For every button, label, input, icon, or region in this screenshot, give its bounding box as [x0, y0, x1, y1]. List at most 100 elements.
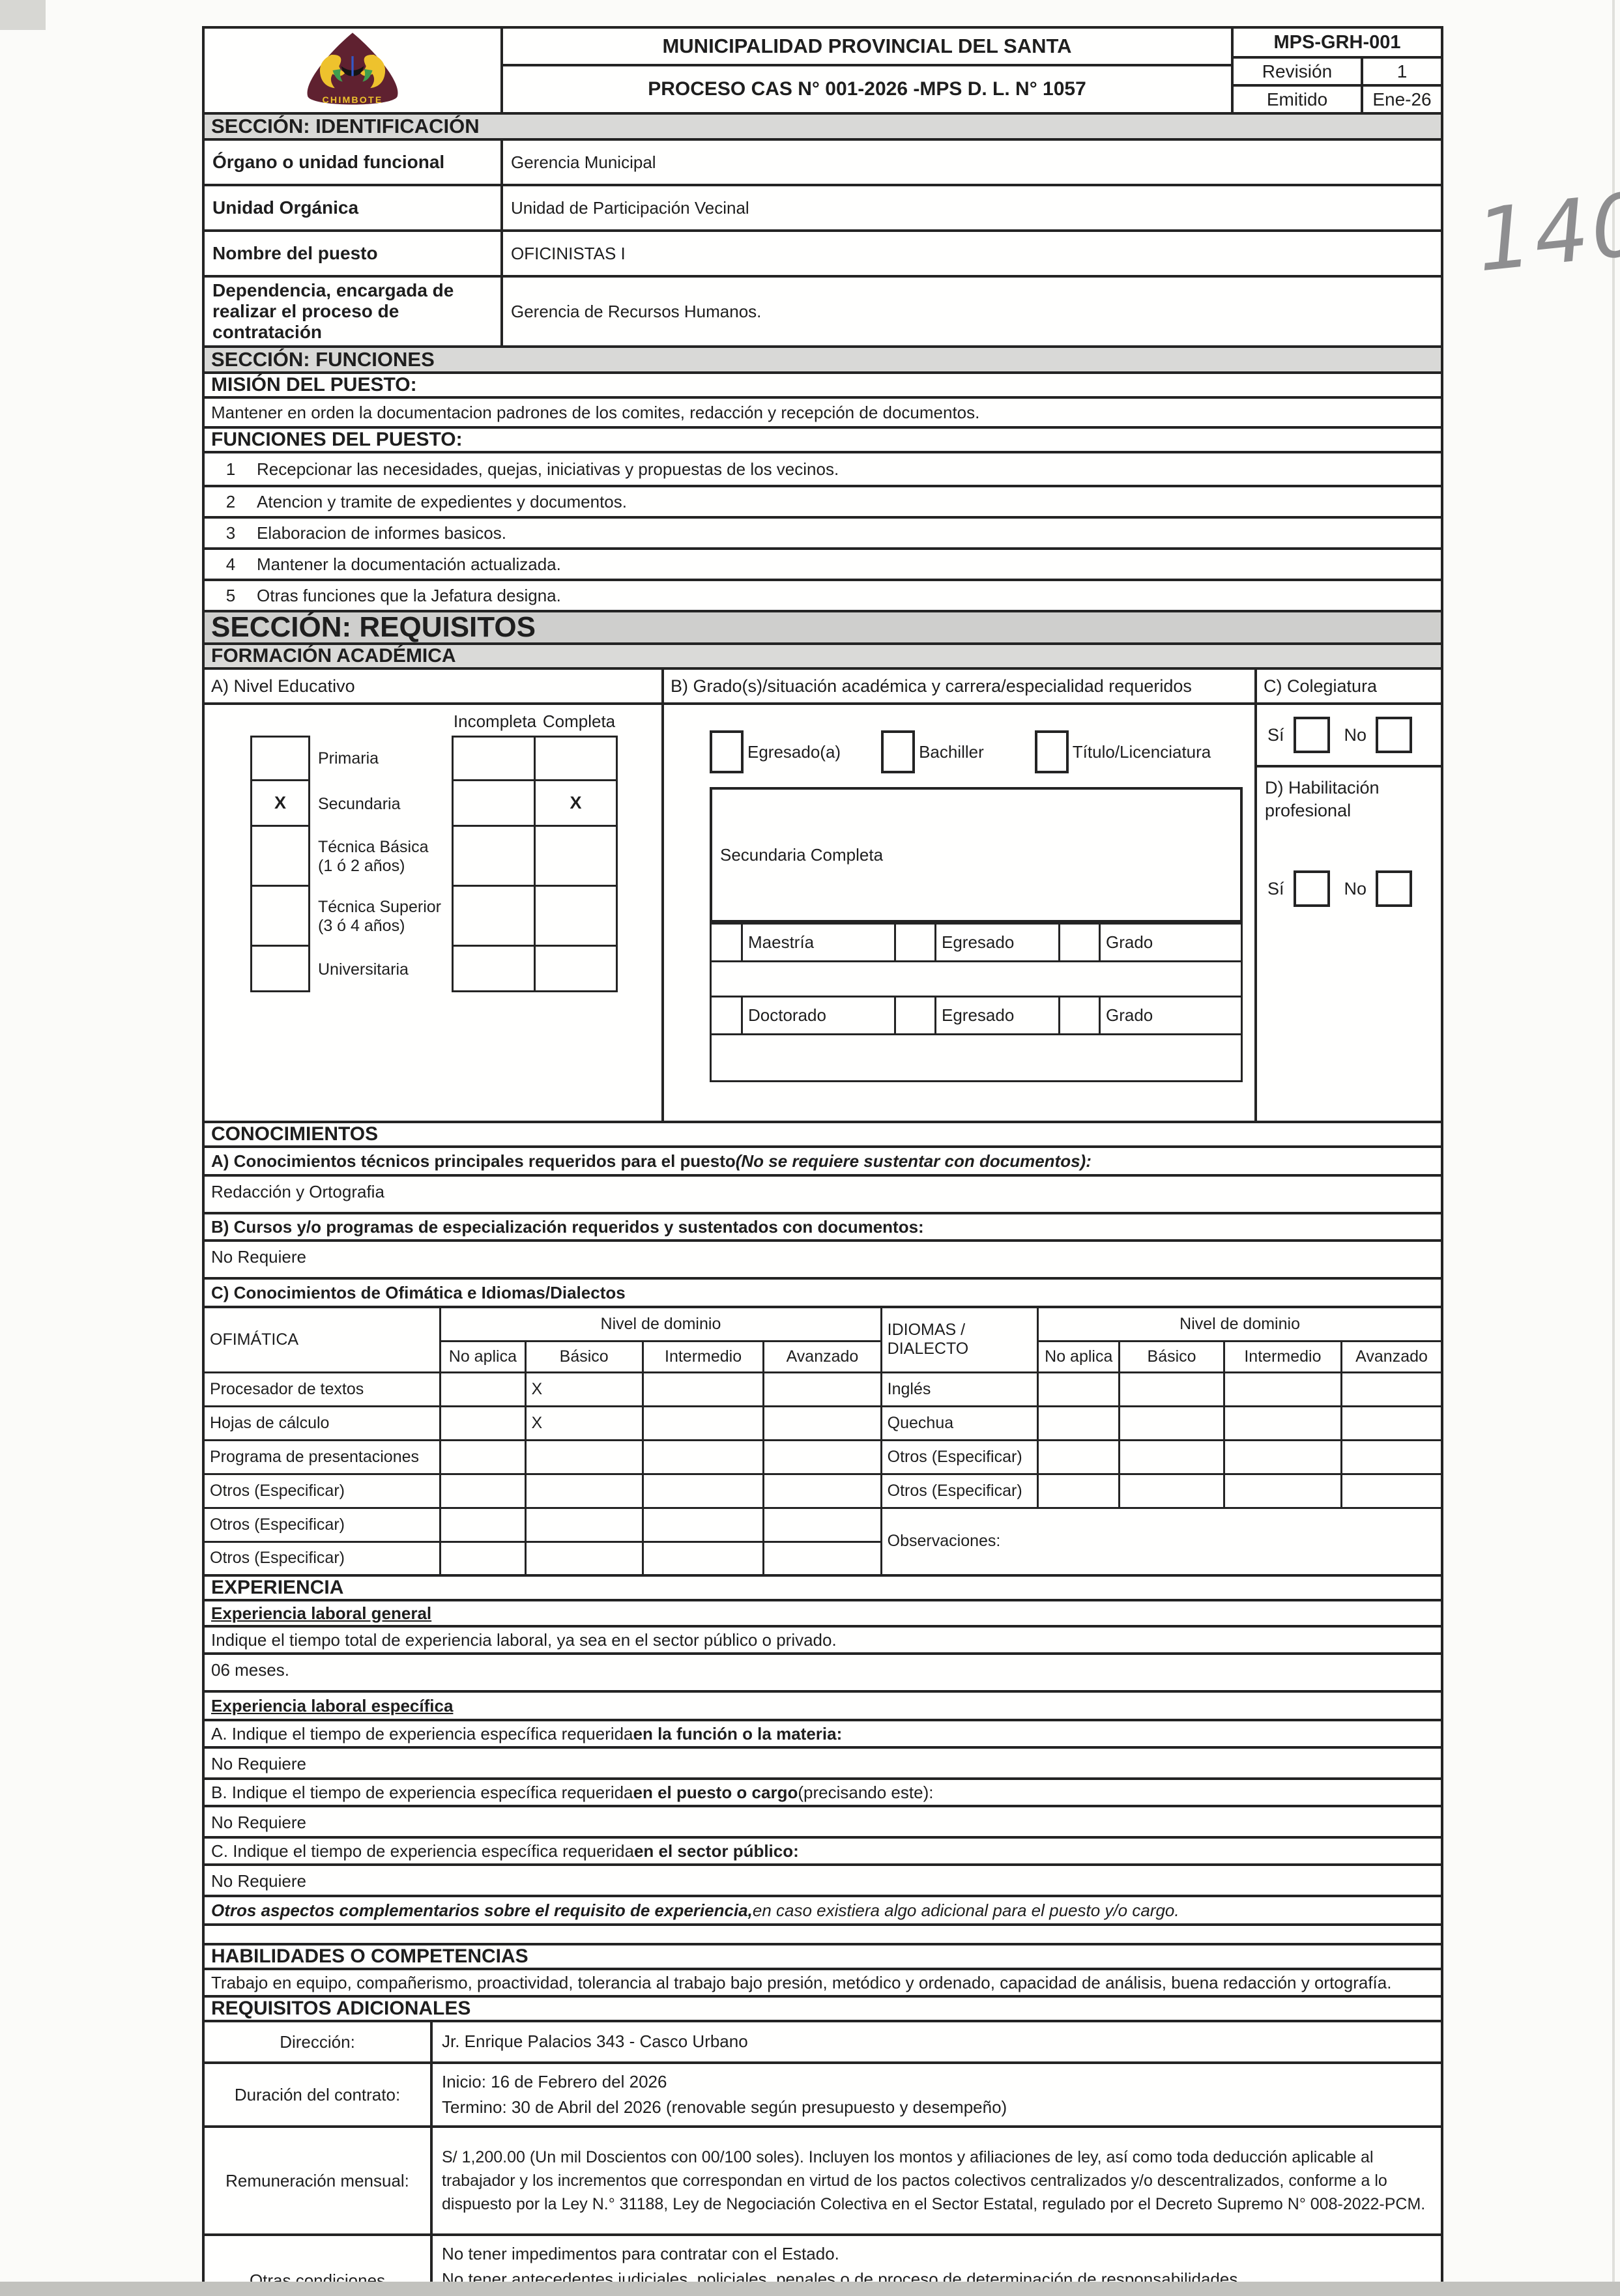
nivel-label: Secundaria [318, 794, 401, 813]
checkbox-habilitacion-si [1293, 870, 1330, 908]
maestria-label: Maestría [741, 923, 896, 962]
egresado-label: Egresado [934, 923, 1060, 962]
tool-label: Otros (Especificar) [202, 1472, 442, 1509]
conocimientos-title: CONOCIMIENTOS [202, 1121, 1443, 1148]
blank-row [202, 1923, 1443, 1945]
nivel-checkbox-column: X [250, 736, 310, 992]
mark-cell [1118, 1472, 1225, 1509]
experiencia-title: EXPERIENCIA [202, 1574, 1443, 1601]
habilidades-text: Trabajo en equipo, compañerismo, proacti… [202, 1968, 1443, 1998]
carrera-detalle-text: Secundaria Completa [720, 844, 884, 865]
level-header: Intermedio [641, 1340, 765, 1373]
cell-completa [534, 827, 618, 887]
habilitacion-options: Sí No [1257, 870, 1441, 908]
col-incompleta: Incompleta [453, 711, 537, 731]
table-row: Unidad Orgánica Unidad de Participación … [202, 184, 1443, 232]
checkbox-maestria [710, 923, 743, 962]
option-label: Bachiller [919, 741, 984, 762]
table-row: Otros (Especificar) Otros (Especificar) [202, 1472, 1443, 1509]
mision-text: Mantener en orden la documentacion padro… [202, 396, 1443, 429]
mark-cell [1118, 1405, 1225, 1441]
requisitos-adicionales-table: Dirección: Jr. Enrique Palacios 343 - Ca… [202, 2020, 1443, 2296]
table-row: Procesador de textos X Inglés [202, 1371, 1443, 1407]
ofimatica-idiomas-table: OFIMÁTICA Nivel de dominio IDIOMAS / DIA… [202, 1306, 1443, 1577]
field-label: Duración del contrato: [202, 2061, 433, 2129]
mark-cell [1037, 1405, 1121, 1441]
blank-row [710, 960, 1243, 997]
revision-row: Revisión 1 [1234, 59, 1441, 87]
grid-row: X [452, 781, 620, 827]
table-row: Hojas de cálculo X Quechua [202, 1405, 1443, 1441]
incompleta-completa-grid: X [452, 736, 620, 992]
field-value: Unidad de Participación Vecinal [500, 184, 1443, 232]
level-header: Básico [524, 1340, 644, 1373]
checkbox-tecnica-basica [250, 827, 310, 887]
prompt-bold: en la función o la materia: [633, 1723, 843, 1744]
mark-cell [641, 1405, 765, 1441]
mark-cell [439, 1506, 527, 1543]
option-egresado: Egresado(a) [710, 730, 841, 773]
idioma-label: Inglés [880, 1371, 1039, 1407]
nivel-label: Técnica Superior (3 ó 4 años) [318, 898, 441, 935]
mark-cell [1340, 1405, 1443, 1441]
checkbox-doctorado-egresado [894, 996, 936, 1035]
mark-cell [641, 1472, 765, 1509]
mark-cell [1222, 1405, 1343, 1441]
item-number: 3 [225, 523, 236, 543]
nivel-label: Primaria [318, 749, 379, 768]
mark-cell [1340, 1472, 1443, 1509]
table-row: Programa de presentaciones Otros (Especi… [202, 1439, 1443, 1475]
mark-cell: X [524, 1371, 644, 1407]
carrera-detalle-box: Secundaria Completa [710, 787, 1243, 923]
option-label: Egresado(a) [747, 741, 841, 762]
logo-text: CHIMBOTE [323, 95, 383, 106]
colegiatura-header: C) Colegiatura [1257, 670, 1441, 705]
cell-incompleta [452, 947, 536, 992]
checkbox-bachiller [881, 730, 916, 773]
cell-incompleta [452, 781, 536, 827]
prompt-bold-italic: Otros aspectos complementarios sobre el … [211, 1900, 753, 1920]
header-row: OFIMÁTICA Nivel de dominio IDIOMAS / DIA… [202, 1306, 1443, 1373]
checkbox-maestria-egresado [894, 923, 936, 962]
prompt-text: (precisando este): [798, 1782, 934, 1802]
cell-incompleta [452, 887, 536, 947]
process-title: PROCESO CAS N° 001-2026 -MPS D. L. N° 10… [648, 78, 1086, 100]
section-funciones-title: SECCIÓN: FUNCIONES [202, 345, 1443, 374]
item-number: 1 [225, 459, 236, 479]
funciones-list: 1 Recepcionar las necesidades, quejas, i… [202, 451, 1443, 612]
tool-label: Otros (Especificar) [202, 1506, 442, 1543]
scan-edge-artifact [1612, 0, 1615, 2296]
checkbox-primaria [250, 736, 310, 781]
grid-row [452, 827, 620, 887]
mark-cell [1222, 1439, 1343, 1475]
option-titulo: Título/Licenciatura [1034, 730, 1211, 773]
cell-incompleta [452, 736, 536, 781]
revision-value: 1 [1361, 59, 1441, 84]
list-item: 2 Atencion y tramite de expedientes y do… [205, 485, 1441, 516]
mark-cell [762, 1439, 882, 1475]
field-label: Dirección: [202, 2020, 433, 2064]
conocimientos-b-value: No Requiere [202, 1239, 1443, 1280]
level-header: Básico [1118, 1340, 1225, 1373]
nivel-dominio-header: Nivel de dominio [439, 1306, 882, 1342]
checkbox-universitaria [250, 947, 310, 992]
requisitos-adicionales-title: REQUISITOS ADICIONALES [202, 1995, 1443, 2022]
mark-cell [439, 1371, 527, 1407]
form-header: CHIMBOTE MUNICIPALIDAD PROVINCIAL DEL SA… [202, 26, 1443, 115]
doc-code: MPS-GRH-001 [1234, 29, 1441, 59]
checkbox-secundaria: X [250, 781, 310, 827]
table-row: Órgano o unidad funcional Gerencia Munic… [202, 138, 1443, 186]
doctorado-label: Doctorado [741, 996, 896, 1035]
field-value: Gerencia de Recursos Humanos. [500, 275, 1443, 348]
field-label: Dependencia, encargada de realizar el pr… [202, 275, 503, 348]
label-text: A) Conocimientos técnicos principales re… [211, 1151, 736, 1171]
no-label: No [1344, 725, 1367, 745]
grid-row [452, 947, 620, 992]
mark-cell [1037, 1439, 1121, 1475]
funciones-label: FUNCIONES DEL PUESTO: [202, 426, 1443, 453]
list-item: 4 Mantener la documentación actualizada. [205, 547, 1441, 579]
table-row: Otros (Especificar) Observaciones: [202, 1506, 1443, 1577]
conocimientos-c-label: C) Conocimientos de Ofimática e Idiomas/… [202, 1277, 1443, 1308]
field-label: Remuneración mensual: [202, 2125, 433, 2237]
